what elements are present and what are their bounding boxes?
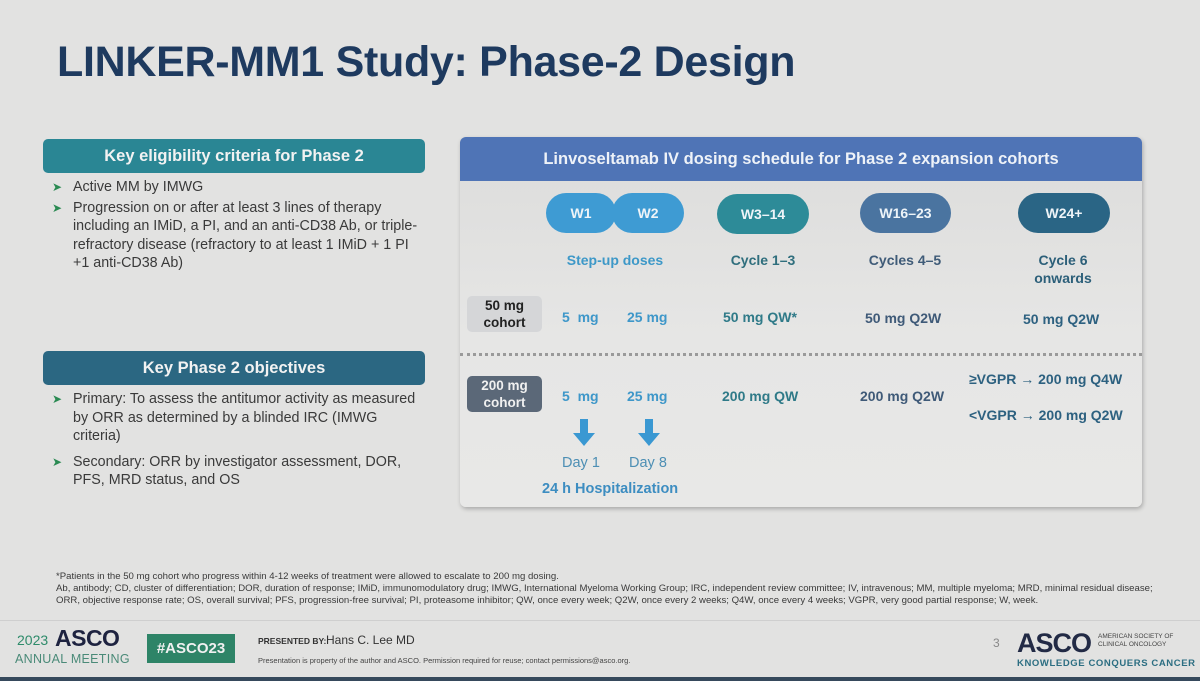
org-name-line1: AMERICAN SOCIETY OF <box>1098 633 1174 640</box>
asco-tagline: KNOWLEDGE CONQUERS CANCER <box>1017 658 1196 669</box>
arrowhead-bullet-icon: ➤ <box>52 180 63 194</box>
cohort-50mg-badge: 50 mg cohort <box>467 296 542 332</box>
arrowhead-bullet-icon: ➤ <box>52 200 63 215</box>
dose-50-w1: 5 mg <box>562 309 599 325</box>
phase-cycles-4-5-label: Cycles 4–5 <box>868 252 942 268</box>
phase-cycle-1-3-label: Cycle 1–3 <box>730 252 796 268</box>
cohort-200mg-badge: 200 mg cohort <box>467 376 542 412</box>
dose-50-cycle-1-3: 50 mg QW* <box>723 309 797 325</box>
week-pill-w1: W1 <box>546 193 616 233</box>
week-pill-w3-14: W3–14 <box>717 194 809 234</box>
bottom-bar <box>0 677 1200 681</box>
asco-org-name: AMERICAN SOCIETY OF CLINICAL ONCOLOGY <box>1098 633 1173 649</box>
hashtag-badge: #ASCO23 <box>147 634 235 663</box>
list-item: ➤ Secondary: ORR by investigator assessme… <box>52 453 427 490</box>
day-8-label: Day 8 <box>629 455 667 471</box>
dose-50-w2: 25 mg <box>627 309 668 325</box>
page-number: 3 <box>993 636 1000 650</box>
week-pill-w24: W24+ <box>1018 193 1110 233</box>
dose-200-w1: 5 mg <box>562 388 599 404</box>
meeting-subtitle: ANNUAL MEETING <box>15 652 130 666</box>
list-item: ➤ Progression on or after at least 3 line… <box>52 199 427 273</box>
org-name-line2: CLINICAL ONCOLOGY <box>1098 641 1167 648</box>
arrowhead-bullet-icon: ➤ <box>52 392 63 406</box>
eligibility-list: ➤ Active MM by IMWG ➤ Progression on or af… <box>52 178 427 275</box>
dose-200-cycle-6-vgpr-minus: <VGPR → 200 mg Q2W <box>969 407 1123 423</box>
dose-200-cycles-4-5: 200 mg Q2W <box>860 388 945 404</box>
dosing-schedule-header: Linvoseltamab IV dosing schedule for Pha… <box>460 137 1142 181</box>
presented-by-label: PRESENTED BY: <box>258 636 327 646</box>
abbreviations-footnote: Ab, antibody; CD, cluster of differentia… <box>56 583 1153 606</box>
objectives-list: ➤ Primary: To assess the antitumor activi… <box>52 390 427 497</box>
bullet-text: Active MM by IMWG <box>73 179 204 195</box>
objectives-header: Key Phase 2 objectives <box>43 351 425 385</box>
dose-200-cycle-1-3: 200 mg QW <box>722 388 799 404</box>
phase-step-up-label: Step-up doses <box>566 252 664 268</box>
list-item: ➤ Primary: To assess the antitumor activi… <box>52 390 427 446</box>
cohort-divider <box>460 353 1142 356</box>
week-pill-w2: W2 <box>612 193 684 233</box>
hospitalization-label: 24 h Hospitalization <box>542 481 679 497</box>
arrow-down-icon <box>573 419 595 446</box>
permission-notice: Presentation is property of the author a… <box>258 656 631 665</box>
dosing-schedule-panel: Linvoseltamab IV dosing schedule for Pha… <box>460 137 1142 507</box>
asterisk-footnote: *Patients in the 50 mg cohort who progre… <box>56 571 559 582</box>
day-1-label: Day 1 <box>562 455 600 471</box>
bullet-text: Secondary: ORR by investigator assessmen… <box>73 453 402 489</box>
dose-200-w2: 25 mg <box>627 388 668 404</box>
footnotes: *Patients in the 50 mg cohort who progre… <box>56 571 1156 607</box>
phase-cycle-6-label: Cycle 6 onwards <box>1034 252 1092 286</box>
dose-50-cycles-4-5: 50 mg Q2W <box>865 310 942 326</box>
presenter-name: Hans C. Lee MD <box>326 633 415 647</box>
asco-org-logo: ASCO <box>1017 628 1092 658</box>
bullet-text: Progression on or after at least 3 lines… <box>73 199 418 272</box>
dose-200-cycle-6-vgpr-plus: ≥VGPR → 200 mg Q4W <box>969 371 1123 387</box>
slide-title: LINKER-MM1 Study: Phase-2 Design <box>57 38 796 86</box>
list-item: ➤ Active MM by IMWG <box>52 178 427 197</box>
eligibility-header: Key eligibility criteria for Phase 2 <box>43 139 425 173</box>
arrow-down-icon <box>638 419 660 446</box>
bullet-text: Primary: To assess the antitumor activit… <box>73 391 416 444</box>
dose-50-cycle-6: 50 mg Q2W <box>1023 311 1100 327</box>
week-pill-w16-23: W16–23 <box>860 193 951 233</box>
meeting-year: 2023 <box>17 632 49 648</box>
arrowhead-bullet-icon: ➤ <box>52 454 63 469</box>
footer-divider <box>0 620 1200 621</box>
meeting-brand-logo: ASCO <box>55 625 120 651</box>
